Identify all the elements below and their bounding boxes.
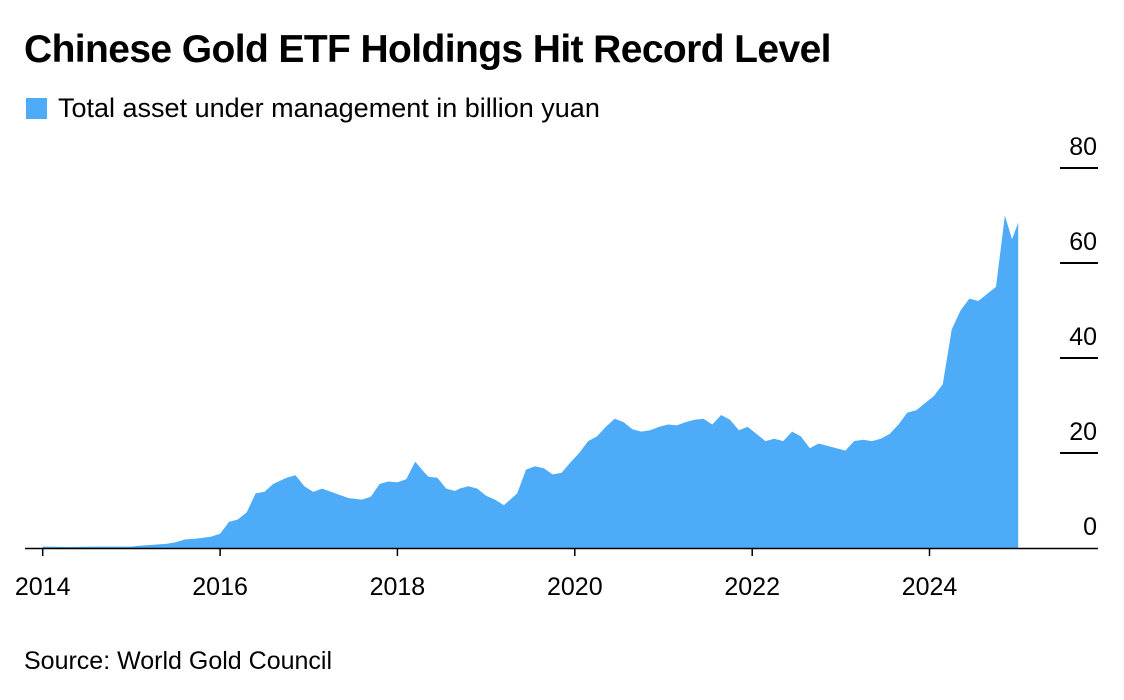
x-tick-label-2018: 2018 (370, 573, 426, 601)
source-note: Source: World Gold Council (24, 647, 333, 675)
y-tick-label-0: 0 (1083, 513, 1097, 541)
x-tick-label-2024: 2024 (902, 573, 958, 601)
x-tick-label-2020: 2020 (547, 573, 603, 601)
legend-swatch (26, 97, 47, 119)
y-tick-label-40: 40 (1069, 323, 1097, 351)
y-tick-label-60: 60 (1069, 228, 1097, 256)
x-tick-label-2022: 2022 (724, 573, 780, 601)
y-tick-label-20: 20 (1069, 418, 1097, 446)
legend: Total asset under management in billion … (26, 91, 600, 125)
x-tick-label-2016: 2016 (192, 573, 248, 601)
area-series-0 (42, 215, 1019, 548)
legend-label: Total asset under management in billion … (58, 92, 600, 123)
chart-title: Chinese Gold ETF Holdings Hit Record Lev… (24, 28, 832, 71)
x-tick-label-2014: 2014 (15, 573, 71, 601)
y-tick-label-80: 80 (1069, 133, 1097, 161)
